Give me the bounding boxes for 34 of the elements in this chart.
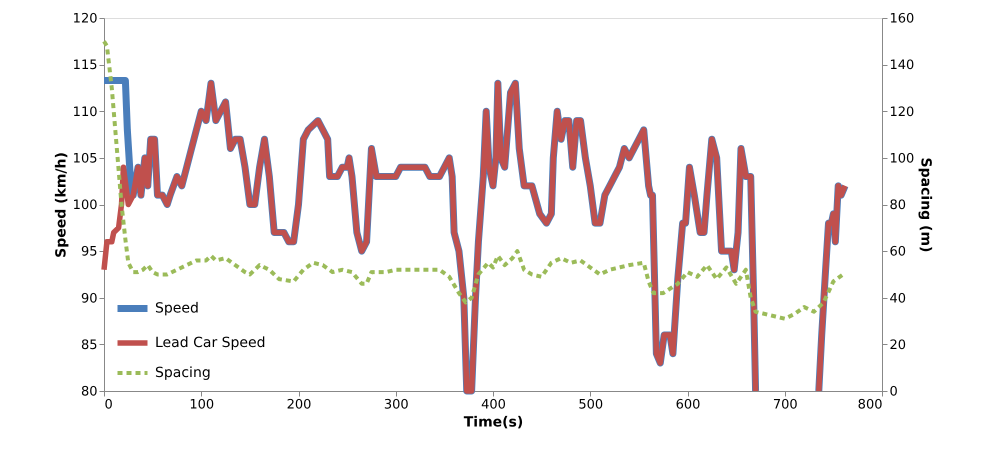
line-series: [102, 39, 846, 321]
y-tick-label: 110: [72, 104, 98, 120]
y2-tick-label: 80: [890, 198, 906, 213]
y2-tick-label: 20: [890, 338, 906, 353]
y2-tick-label: 60: [890, 244, 906, 260]
y2-tick-label: 160: [890, 12, 914, 26]
x-tick-label: 100: [189, 398, 214, 412]
y2-tick-label: 120: [890, 104, 914, 120]
y-tick-label: 115: [72, 58, 98, 74]
y-axis-title: Speed (km/h): [54, 152, 70, 258]
legend-label: Speed: [155, 300, 199, 316]
y2-tick-label: 0: [890, 384, 898, 400]
y-tick-label: 80: [80, 384, 98, 400]
x-tick-label: 800: [858, 398, 882, 412]
x-tick-label: 700: [772, 398, 798, 412]
x-tick-label: 200: [286, 398, 312, 412]
x-tick-label: 500: [578, 398, 604, 412]
y-tick-label: 90: [80, 291, 98, 306]
y-tick-label: 95: [80, 244, 98, 260]
x-tick-label: 0: [104, 398, 113, 412]
y2-tick-label: 40: [890, 291, 906, 306]
y2-axis-title: Spacing (m): [917, 158, 934, 252]
y2-tick-label: 100: [890, 151, 914, 166]
y-tick-label: 100: [72, 198, 98, 213]
x-tick-label: 600: [676, 398, 700, 412]
x-axis-title: Time(s): [464, 414, 524, 430]
x-tick-label: 400: [481, 398, 506, 412]
y-tick-label: 105: [72, 151, 98, 166]
legend-label: Spacing: [155, 365, 211, 381]
legend-label: Lead Car Speed: [155, 335, 266, 351]
x-tick-label: 300: [384, 398, 409, 412]
y-tick-label: 120: [72, 12, 98, 26]
y2-tick-label: 140: [890, 58, 914, 74]
y-tick-label: 85: [80, 338, 98, 353]
